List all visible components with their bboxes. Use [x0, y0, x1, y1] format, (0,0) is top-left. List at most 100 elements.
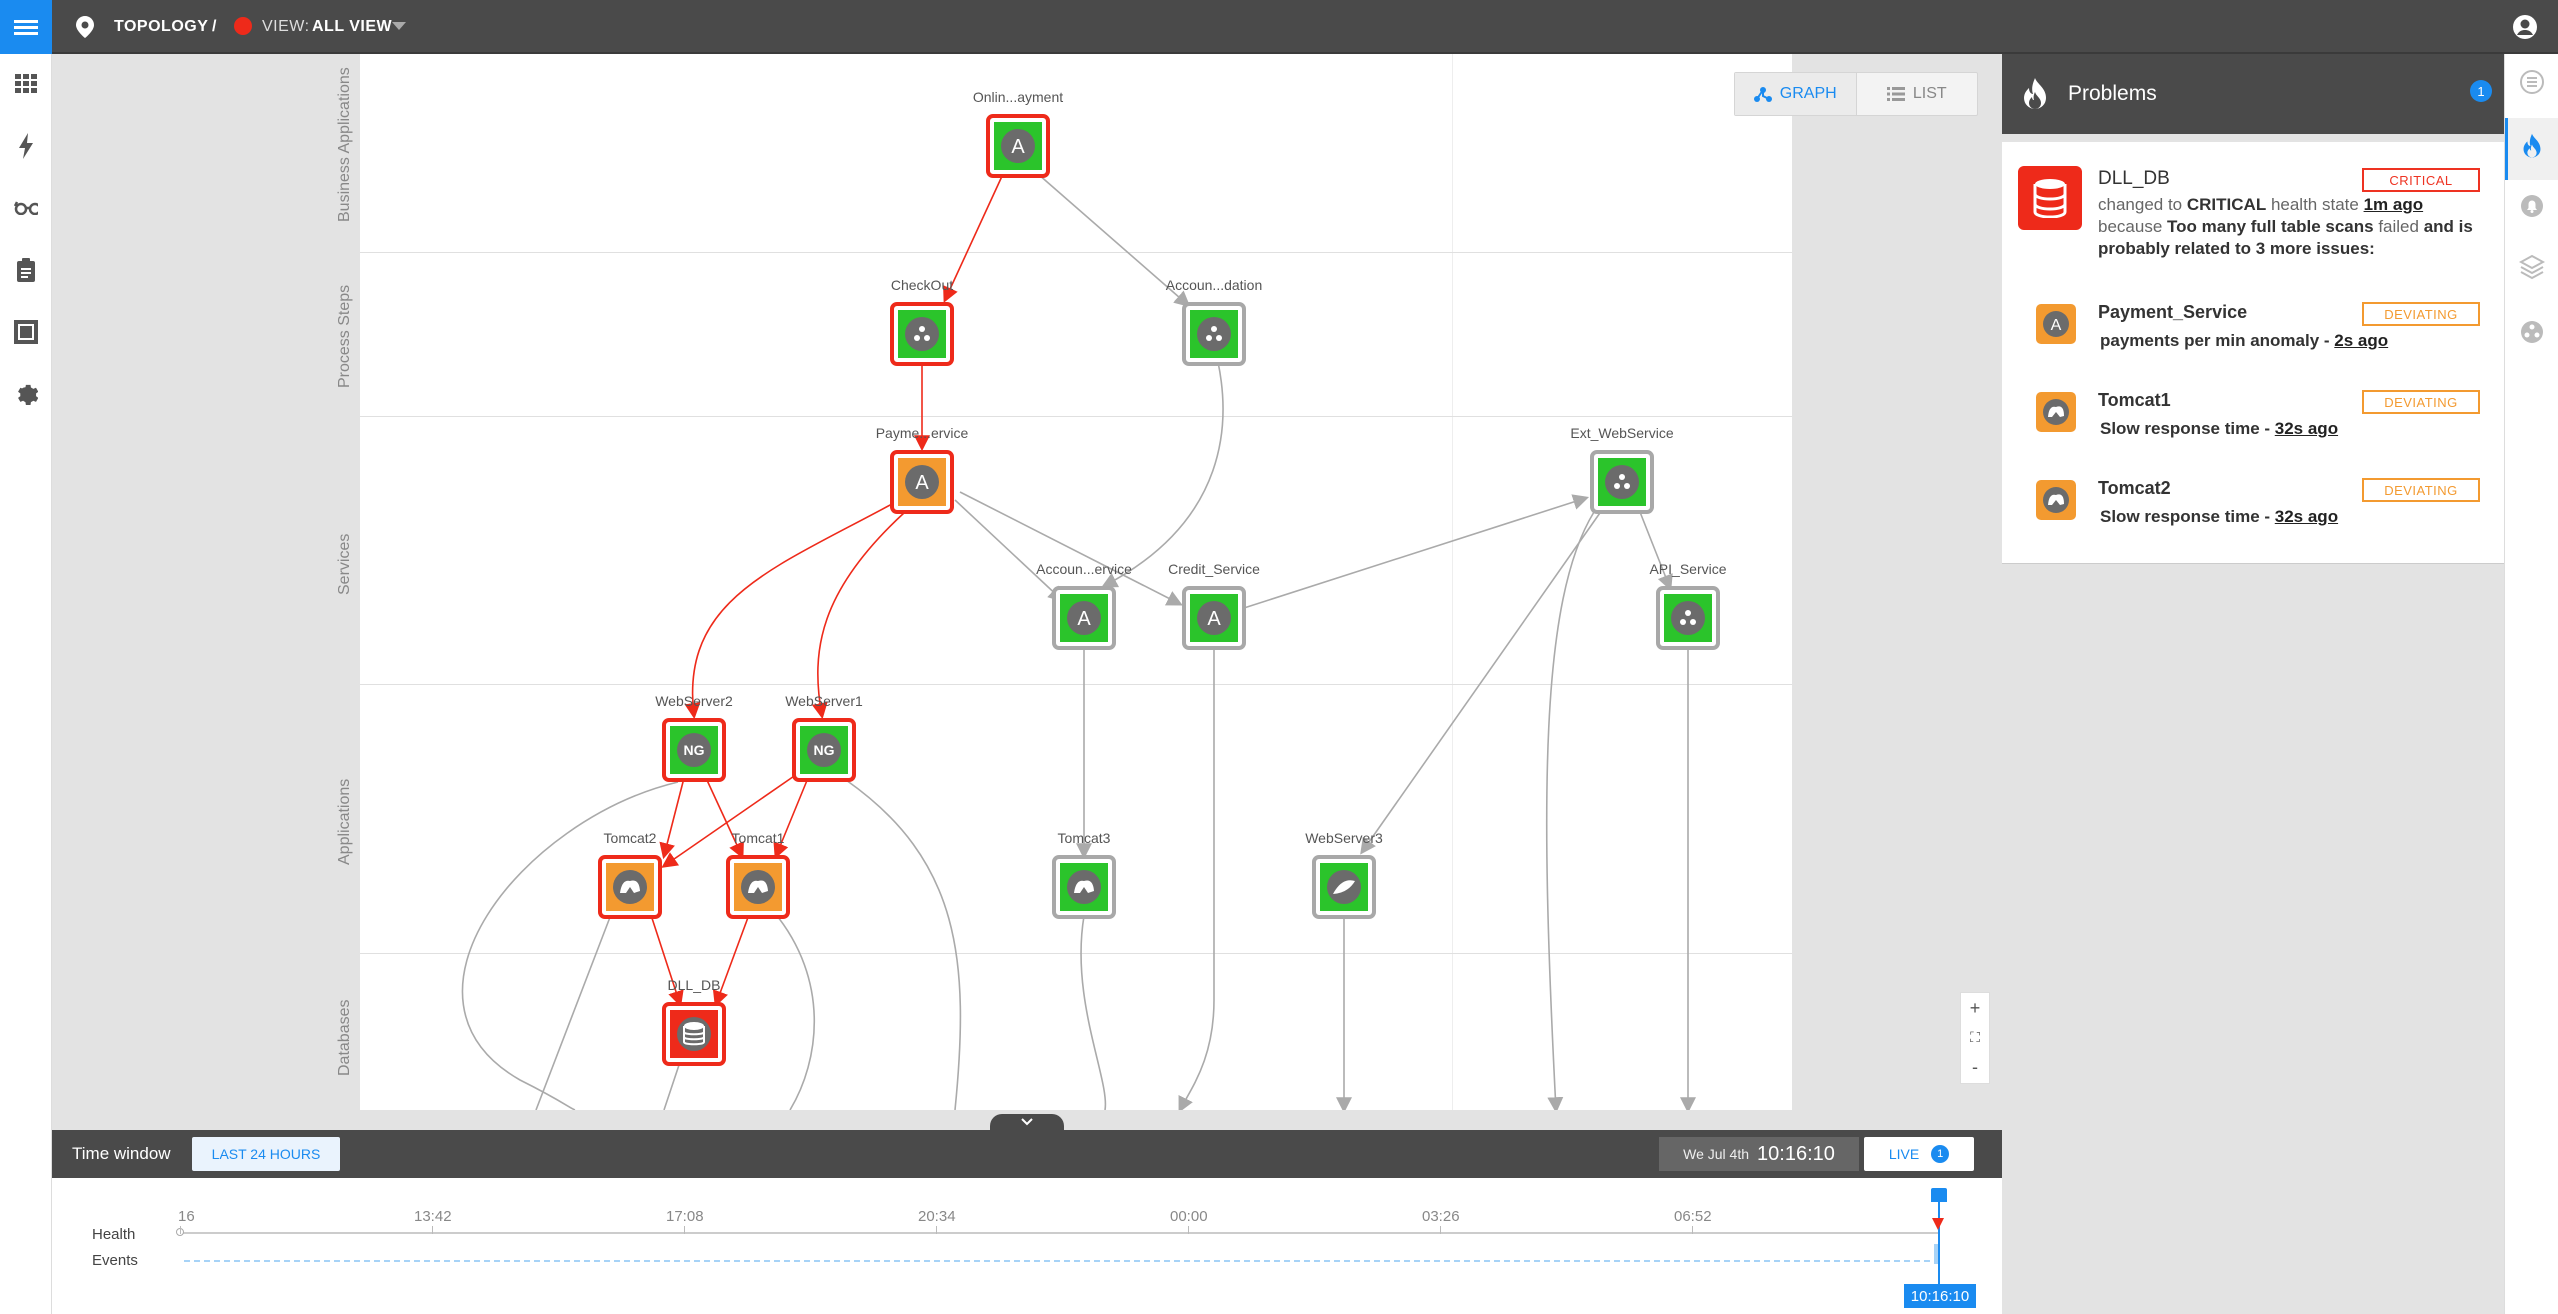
panel-frame-icon[interactable]: [14, 320, 38, 344]
topology-edge: [1360, 509, 1603, 855]
graph-view-button[interactable]: GRAPH: [1735, 73, 1857, 115]
topology-node-onlinepayment[interactable]: Onlin...ayment A: [973, 89, 1063, 178]
topology-node-tomcat1[interactable]: Tomcat1: [726, 830, 790, 919]
problem-time-link[interactable]: 32s ago: [2274, 419, 2339, 438]
node-icon-circle: [1671, 601, 1705, 635]
topology-node-creditservice[interactable]: Credit_Service A: [1168, 561, 1260, 650]
desc-text: because: [2098, 217, 2163, 236]
topology-node-accountservice[interactable]: Accoun...ervice A: [1036, 561, 1132, 650]
zoom-out-button[interactable]: -: [1972, 1056, 1978, 1077]
topology-graph-canvas[interactable]: Onlin...ayment A CheckOut Accoun...dation Pa…: [360, 54, 1792, 1110]
network-icon[interactable]: [2520, 320, 2544, 344]
critical-badge: CRITICAL: [2362, 168, 2480, 192]
last-24-hours-button[interactable]: LAST 24 HOURS: [192, 1137, 340, 1171]
zoom-fit-button[interactable]: ⛶: [1970, 1029, 1980, 1046]
user-account-icon[interactable]: [2512, 14, 2538, 40]
node-icon-dot: [1614, 483, 1620, 489]
glasses-icon[interactable]: [14, 196, 38, 220]
timeline-cursor-handle[interactable]: [1931, 1188, 1947, 1202]
node-icon-cat: [748, 880, 768, 893]
live-button[interactable]: LIVE 1: [1864, 1137, 1974, 1171]
topology-edge: [649, 911, 684, 1008]
node-icon-letter: A: [915, 472, 929, 494]
problem-time-link[interactable]: 32s ago: [2274, 507, 2339, 526]
node-label: Ext_WebService: [1570, 425, 1673, 441]
current-time: 10:16:10: [1757, 1142, 1835, 1165]
timeline-tick-label: 13:42: [414, 1208, 452, 1225]
topology-node-paymentservice[interactable]: Payme...ervice A: [876, 425, 969, 514]
topology-node-tomcat3[interactable]: Tomcat3: [1052, 830, 1116, 919]
bell-icon[interactable]: [2520, 194, 2544, 218]
topology-node-extwebservice[interactable]: Ext_WebService: [1570, 425, 1674, 514]
lane-separator: [360, 252, 1792, 253]
related-problem-name: Tomcat2: [2098, 478, 2171, 498]
graph-topology-icon: [1753, 87, 1772, 102]
menu-icon: [14, 17, 38, 38]
chevron-down-icon[interactable]: [392, 22, 406, 30]
list-view-button[interactable]: LIST: [1857, 73, 1978, 115]
topology-edge: [773, 911, 816, 1110]
node-icon-dot: [924, 335, 930, 341]
topology-node-tomcat2[interactable]: Tomcat2: [598, 830, 662, 919]
topology-edge: [1037, 173, 1191, 308]
lightning-bolt-icon[interactable]: [14, 133, 38, 159]
topology-node-checkout[interactable]: CheckOut: [890, 277, 954, 366]
related-problem-description: payments per min anomaly - 2s ago: [2100, 330, 2388, 352]
node-label: WebServer1: [785, 693, 863, 709]
topology-node-webserver2[interactable]: WebServer2 NG: [655, 693, 733, 782]
problems-panel: Problems 1 DLL_DB CRITICAL changed to CR…: [2002, 54, 2504, 1314]
deviating-badge: DEVIATING: [2362, 302, 2480, 326]
topology-graph[interactable]: [360, 54, 1792, 1110]
top-bar: TOPOLOGY / VIEW: ALL VIEW: [0, 0, 2558, 54]
desc-check: Too many full table scans: [2167, 217, 2374, 236]
topology-node-dlldb[interactable]: DLL_DB: [662, 977, 726, 1066]
node-icon-cat: [1074, 880, 1094, 893]
node-label: WebServer3: [1305, 830, 1383, 846]
health-critical-marker: [1932, 1218, 1944, 1230]
node-icon-dot: [1216, 335, 1222, 341]
collapse-timeline-button[interactable]: [990, 1114, 1064, 1132]
timeline-tick: [1440, 1226, 1441, 1234]
location-pin-icon: [76, 16, 94, 38]
topology-node-accountvalidation[interactable]: Accoun...dation: [1166, 277, 1263, 366]
topology-node-apiservice[interactable]: API_Service: [1649, 561, 1727, 650]
topology-node-webserver1[interactable]: WebServer1 NG: [785, 693, 863, 782]
current-datetime: We Jul 4th 10:16:10: [1659, 1137, 1859, 1171]
timeline-cursor[interactable]: [1938, 1196, 1940, 1296]
zoom-controls: + ⛶ -: [1960, 992, 1990, 1084]
node-icon-letters: NG: [814, 742, 835, 758]
topology-node-webserver3[interactable]: WebServer3: [1305, 830, 1383, 919]
topology-edge: [661, 771, 801, 868]
zoom-in-button[interactable]: +: [1969, 998, 1981, 1019]
view-status-dot: [234, 17, 252, 35]
node-icon-dot: [914, 335, 920, 341]
breadcrumb-topology[interactable]: TOPOLOGY: [114, 18, 209, 35]
view-name[interactable]: ALL VIEW: [312, 18, 393, 35]
desc-text: payments per min anomaly -: [2100, 331, 2335, 350]
topology-edge: [773, 777, 809, 859]
layers-icon[interactable]: [2519, 254, 2545, 282]
lane-separator: [360, 416, 1792, 417]
deviating-badge: DEVIATING: [2362, 478, 2480, 502]
list-panel-icon[interactable]: [2520, 70, 2544, 94]
topology-edge: [461, 781, 679, 1110]
problem-time-link[interactable]: 1m ago: [2363, 195, 2424, 214]
node-icon-circle: [1001, 129, 1035, 163]
tomcat-icon: [2036, 392, 2076, 432]
live-label: LIVE: [1888, 1146, 1920, 1162]
desc-state: CRITICAL: [2186, 195, 2267, 214]
timeline[interactable]: Health Events 16 13:42 17:08 20:34 00:00 03:2…: [52, 1178, 2002, 1314]
settings-gear-icon[interactable]: [14, 382, 38, 406]
node-label: Onlin...ayment: [973, 89, 1063, 105]
hamburger-menu-button[interactable]: [0, 0, 52, 54]
node-icon-dot: [1206, 335, 1212, 341]
health-row-label: Health: [92, 1226, 136, 1243]
lane-label-applications: Applications: [336, 778, 353, 865]
clipboard-icon[interactable]: [14, 258, 38, 282]
node-label: Payme...ervice: [876, 425, 969, 441]
problem-time-link[interactable]: 2s ago: [2334, 331, 2389, 350]
node-icon-letters: NG: [684, 742, 705, 758]
lane-separator: [360, 953, 1792, 954]
svg-text:A: A: [2051, 317, 2062, 334]
dashboard-grid-icon[interactable]: [14, 72, 38, 96]
